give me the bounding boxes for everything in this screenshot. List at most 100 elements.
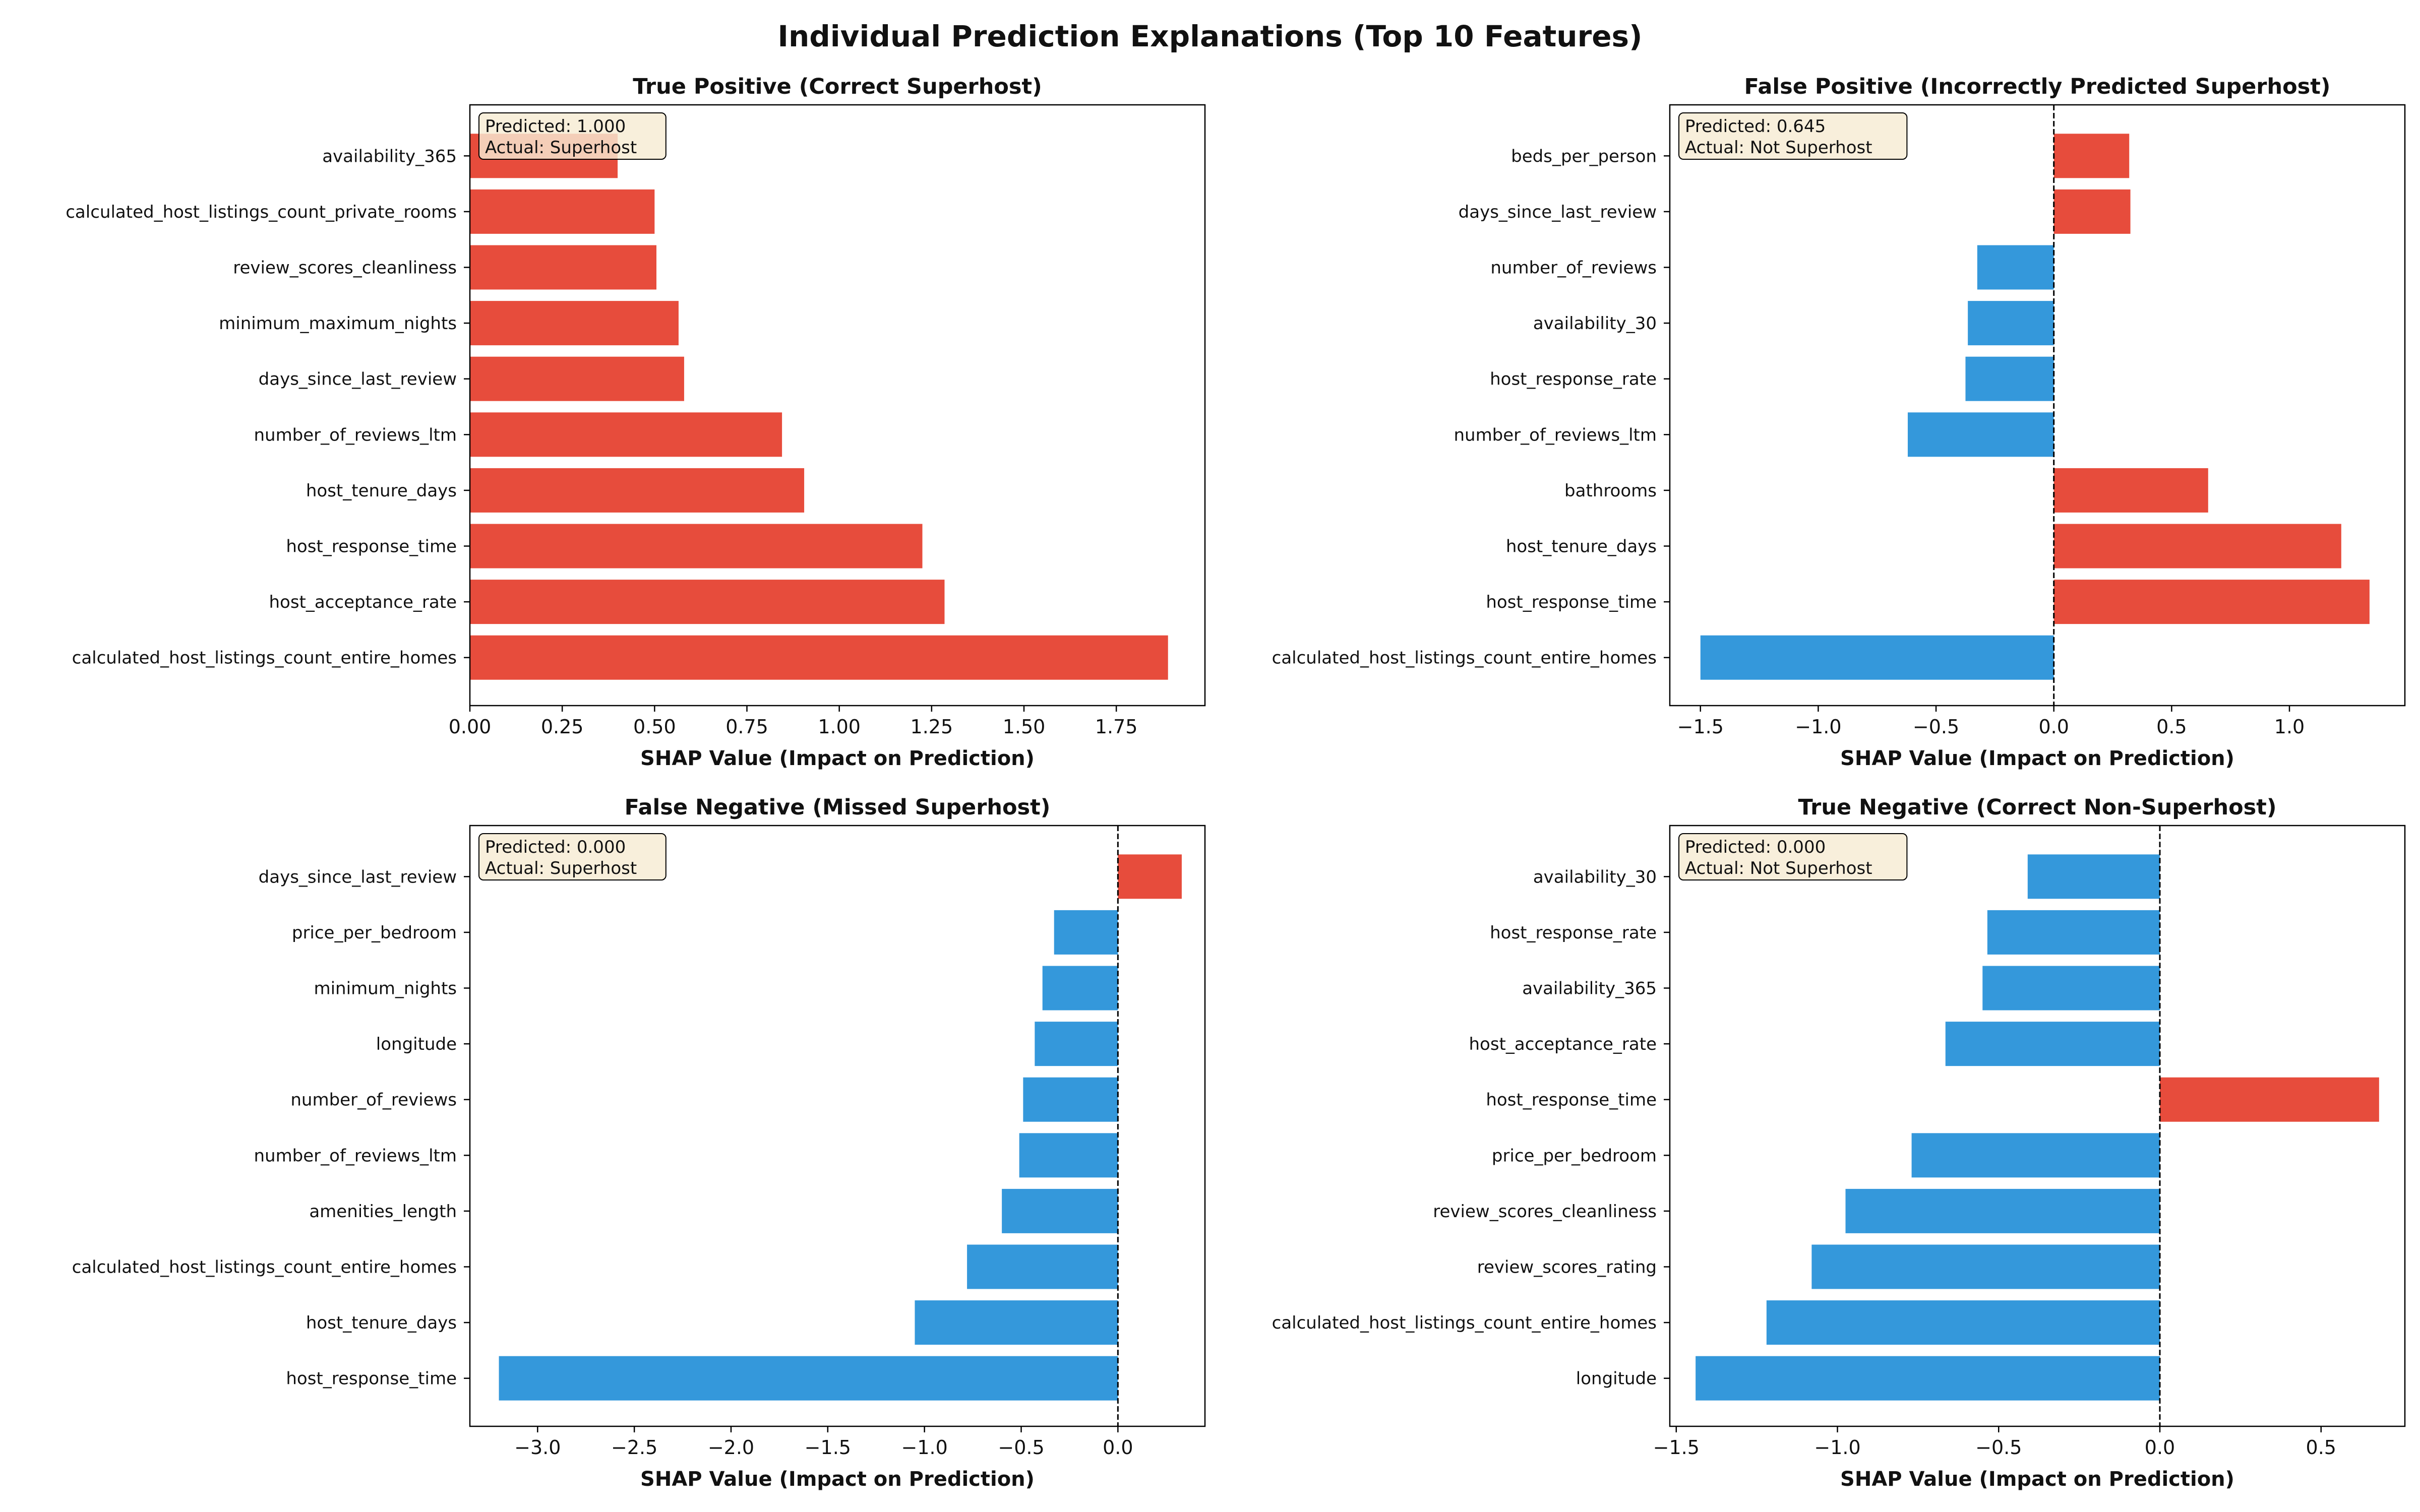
panel-2-ytick-label: host_response_rate (1490, 369, 1657, 390)
panel-4-ytick-label: calculated_host_listings_count_entire_ho… (1272, 1313, 1657, 1333)
panel-1-ytick-label: review_scores_cleanliness (233, 258, 457, 278)
panel-2-annotation-predicted: Predicted: 0.645 (1685, 116, 1826, 137)
panel-2-xtick-label: −0.5 (1913, 716, 1959, 738)
panel-4-xtick-label: 0.0 (2145, 1436, 2175, 1459)
panel-4-xtick-label: −0.5 (1975, 1436, 2022, 1459)
panel-4-annotation-actual: Actual: Not Superhost (1685, 858, 1872, 878)
panel-1-xtick-label: 1.50 (1003, 716, 1046, 738)
panel-3-bar (915, 1300, 1118, 1345)
panel-3-bar (967, 1244, 1118, 1289)
panel-4-ytick-label: host_response_rate (1490, 923, 1657, 943)
panel-3-annotation-actual: Actual: Superhost (485, 858, 637, 878)
panel-1-annotation-box (478, 112, 667, 160)
panel-1-title: True Positive (Correct Superhost) (633, 74, 1042, 99)
panel-4-xtick-label: −1.5 (1653, 1436, 1700, 1459)
panel-1-bar (470, 245, 656, 290)
panel-3-xtick-label: −2.5 (611, 1436, 657, 1459)
panel-3-bar (1002, 1188, 1118, 1233)
panel-3-annotation-box (478, 833, 667, 880)
panel-1-bar (470, 635, 1168, 680)
panel-1-xlabel: SHAP Value (Impact on Prediction) (640, 747, 1035, 770)
panel-1-xtick-label: 1.25 (911, 716, 953, 738)
panel-4-bar (2027, 854, 2160, 899)
panel-4-ytick-label: host_response_time (1486, 1090, 1657, 1110)
panel-2-ytick-label: number_of_reviews_ltm (1454, 425, 1657, 445)
panel-2-bar (2053, 524, 2341, 569)
panel-1-xtick-label: 1.00 (818, 716, 861, 738)
panel-2-ytick-label: host_tenure_days (1506, 537, 1657, 557)
panel-2-ytick-label: availability_30 (1533, 313, 1657, 334)
panel-1-ytick-label: host_response_time (286, 537, 457, 557)
panel-2-bar (2053, 468, 2208, 513)
panel-2-ytick-label: days_since_last_review (1459, 202, 1657, 222)
panel-2-xtick-label: 0.5 (2156, 716, 2187, 738)
panel-4-bar (1811, 1244, 2160, 1289)
panel-3-ytick-label: amenities_length (309, 1202, 457, 1222)
panel-3-xtick-label: 0.0 (1103, 1436, 1133, 1459)
panel-4-ytick-label: host_acceptance_rate (1469, 1034, 1657, 1054)
panel-2-ytick-label: host_response_time (1486, 592, 1657, 612)
panel-1-bar (470, 412, 782, 457)
panel-2-bar (2053, 580, 2370, 624)
panel-2-ytick-label: beds_per_person (1511, 146, 1657, 166)
panel-2-ytick-label: bathrooms (1564, 481, 1657, 501)
panel-4-ytick-label: longitude (1576, 1369, 1657, 1389)
panel-4-ytick-label: availability_365 (1522, 979, 1657, 999)
panel-3-ytick-label: host_response_time (286, 1369, 457, 1389)
panel-3-bar (1023, 1077, 1118, 1122)
panel-3-bar (1118, 854, 1182, 899)
panel-1-xtick-label: 0.25 (541, 716, 584, 738)
panel-3-bar (499, 1356, 1118, 1401)
panel-1-xtick-label: 1.75 (1095, 716, 1138, 738)
panel-3-bar (1035, 1022, 1118, 1066)
panel-4-xlabel: SHAP Value (Impact on Prediction) (1840, 1468, 2234, 1491)
panel-3-xlabel: SHAP Value (Impact on Prediction) (640, 1468, 1035, 1491)
panel-4-bar (1911, 1133, 2160, 1178)
panel-4-xtick-label: 0.5 (2306, 1436, 2336, 1459)
panel-2-annotation-actual: Actual: Not Superhost (1685, 138, 1872, 158)
panel-3-title: False Negative (Missed Superhost) (625, 795, 1051, 820)
panel-2-bar (2053, 134, 2130, 178)
panel-4-ytick-label: review_scores_rating (1477, 1257, 1657, 1278)
panel-2-bar (1700, 635, 2054, 680)
panel-3-ytick-label: number_of_reviews (290, 1090, 457, 1110)
panel-2-axes-frame (1669, 104, 2406, 707)
panel-2-bar (1977, 245, 2054, 290)
panel-1-bar (470, 580, 945, 624)
panel-4-ytick-label: availability_30 (1533, 867, 1657, 887)
panel-2-annotation-box (1678, 112, 1908, 160)
panel-4-annotation-box (1678, 833, 1908, 880)
panel-4-bar (1766, 1300, 2160, 1345)
panel-3-xtick-label: −1.0 (901, 1436, 948, 1459)
panel-3-xtick-label: −1.5 (805, 1436, 851, 1459)
figure-title: Individual Prediction Explanations (Top … (777, 19, 1643, 53)
panel-1-bar (470, 189, 655, 234)
panel-2-xtick-label: 0.0 (2038, 716, 2069, 738)
panel-3-ytick-label: longitude (376, 1034, 457, 1054)
panel-1-bar (470, 524, 923, 569)
panel-1-annotation-actual: Actual: Superhost (485, 138, 637, 158)
panel-4-bar (2160, 1077, 2379, 1122)
panel-1-bar (470, 301, 679, 346)
panel-4-bar (1987, 910, 2160, 955)
panel-1-ytick-label: host_tenure_days (306, 481, 457, 501)
panel-4-axes-frame (1669, 825, 2406, 1427)
panel-4-ytick-label: review_scores_cleanliness (1433, 1202, 1657, 1222)
panel-3-ytick-label: number_of_reviews_ltm (254, 1146, 457, 1166)
panel-3-ytick-label: days_since_last_review (259, 867, 457, 887)
panel-4-annotation-predicted: Predicted: 0.000 (1685, 837, 1826, 857)
panel-1-xtick-label: 0.00 (449, 716, 492, 738)
panel-3-xtick-label: −0.5 (998, 1436, 1044, 1459)
panel-4-bar (1696, 1356, 2160, 1401)
panel-1-annotation-predicted: Predicted: 1.000 (485, 116, 626, 137)
panel-1-ytick-label: number_of_reviews_ltm (254, 425, 457, 445)
panel-1-ytick-label: availability_365 (322, 146, 457, 166)
panel-3-ytick-label: price_per_bedroom (292, 923, 457, 943)
panel-1-ytick-label: calculated_host_listings_count_entire_ho… (72, 648, 457, 668)
panel-3-bar (1054, 910, 1118, 955)
panel-1-ytick-label: calculated_host_listings_count_private_r… (66, 202, 457, 222)
panel-2-bar (1968, 301, 2054, 346)
panel-1-axes-frame (469, 104, 1206, 707)
panel-2-xlabel: SHAP Value (Impact on Prediction) (1840, 747, 2234, 770)
panel-1-bar (470, 468, 805, 513)
